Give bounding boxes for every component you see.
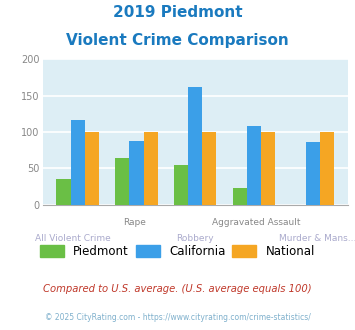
Bar [320, 132, 334, 205]
Text: Murder & Mans...: Murder & Mans... [279, 234, 355, 243]
Bar [143, 132, 158, 205]
Bar [71, 120, 85, 205]
Bar [306, 142, 320, 205]
Bar [129, 142, 143, 205]
Bar [85, 132, 99, 205]
Bar [174, 165, 188, 205]
Text: Violent Crime Comparison: Violent Crime Comparison [66, 33, 289, 48]
Bar [202, 132, 217, 205]
Text: Rape: Rape [123, 218, 146, 227]
Text: Robbery: Robbery [176, 234, 214, 243]
Bar [56, 179, 71, 205]
Text: Compared to U.S. average. (U.S. average equals 100): Compared to U.S. average. (U.S. average … [43, 284, 312, 294]
Text: © 2025 CityRating.com - https://www.cityrating.com/crime-statistics/: © 2025 CityRating.com - https://www.city… [45, 314, 310, 322]
Legend: Piedmont, California, National: Piedmont, California, National [36, 240, 320, 263]
Text: Aggravated Assault: Aggravated Assault [212, 218, 301, 227]
Bar [247, 126, 261, 205]
Bar [115, 158, 129, 205]
Text: All Violent Crime: All Violent Crime [35, 234, 111, 243]
Bar [233, 188, 247, 205]
Bar [188, 87, 202, 205]
Bar [261, 132, 275, 205]
Text: 2019 Piedmont: 2019 Piedmont [113, 5, 242, 20]
